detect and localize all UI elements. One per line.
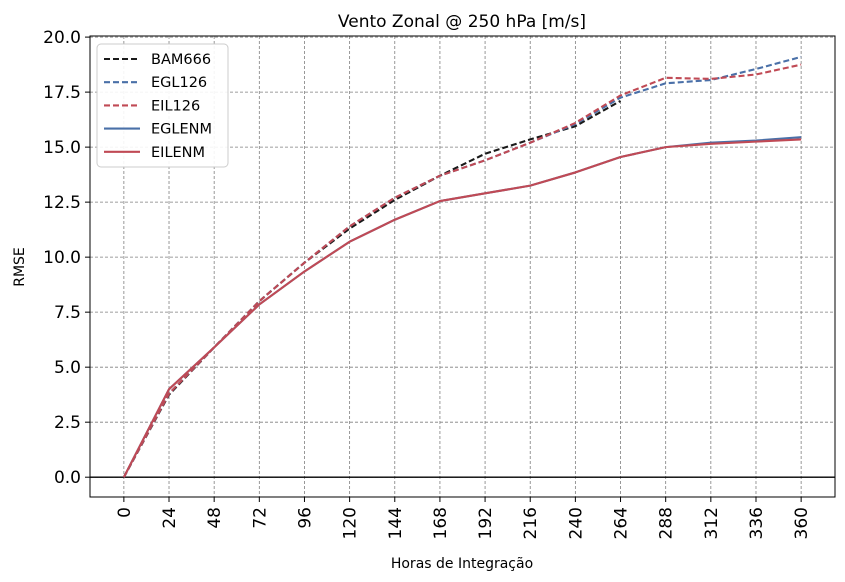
y-tick-label: 12.5 xyxy=(43,193,81,213)
x-tick-label: 0 xyxy=(115,507,135,518)
x-tick-label: 144 xyxy=(386,507,406,539)
legend-label-eil126: EIL126 xyxy=(151,98,200,114)
plot-frame xyxy=(89,35,836,498)
legend-label-egl126: EGL126 xyxy=(151,75,207,91)
y-tick-label: 0.0 xyxy=(54,468,81,488)
x-tick-label: 24 xyxy=(160,507,180,529)
y-tick-label: 2.5 xyxy=(54,413,81,433)
x-axis-ticks: 0 24 48 72 96 120 144 168 192 216 240 264 288 312 336 3… xyxy=(115,497,812,539)
x-tick-label: 168 xyxy=(431,507,451,539)
series-line-eglenm xyxy=(122,136,802,478)
legend-box xyxy=(96,43,229,168)
x-tick-label: 192 xyxy=(476,507,496,539)
legend: BAM666 EGL126 EIL126 EGLENM EILENM xyxy=(96,43,229,168)
y-axis-ticks: 0.0 2.5 5.0 7.5 10.0 12.5 15.0 17.5 20.0 xyxy=(43,28,90,488)
y-tick-label: 7.5 xyxy=(54,303,81,323)
series-line-eilenm xyxy=(122,138,802,478)
chart-title: Vento Zonal @ 250 hPa [m/s] xyxy=(338,12,586,32)
x-tick-label: 216 xyxy=(521,507,541,539)
x-tick-label: 48 xyxy=(205,507,225,529)
x-tick-label: 312 xyxy=(702,507,722,539)
y-tick-label: 5.0 xyxy=(54,358,81,378)
x-tick-label: 264 xyxy=(612,507,632,539)
y-axis-label: RMSE xyxy=(12,247,28,287)
y-tick-label: 17.5 xyxy=(43,83,81,103)
x-tick-label: 120 xyxy=(341,507,361,539)
y-tick-label: 10.0 xyxy=(43,248,81,268)
legend-label-bam666: BAM666 xyxy=(151,52,211,68)
x-tick-label: 96 xyxy=(295,507,315,529)
legend-label-eilenm: EILENM xyxy=(151,145,205,161)
x-tick-label: 72 xyxy=(250,507,270,529)
y-tick-label: 15.0 xyxy=(43,138,81,158)
series-lines xyxy=(122,55,802,478)
legend-label-eglenm: EGLENM xyxy=(151,122,212,138)
x-tick-label: 360 xyxy=(792,507,812,539)
y-tick-label: 20.0 xyxy=(43,28,81,48)
x-tick-label: 288 xyxy=(657,507,677,539)
x-tick-label: 240 xyxy=(566,507,586,539)
series-line-eil126 xyxy=(122,63,802,478)
x-tick-label: 336 xyxy=(747,507,767,539)
x-axis-label: Horas de Integração xyxy=(391,556,533,572)
